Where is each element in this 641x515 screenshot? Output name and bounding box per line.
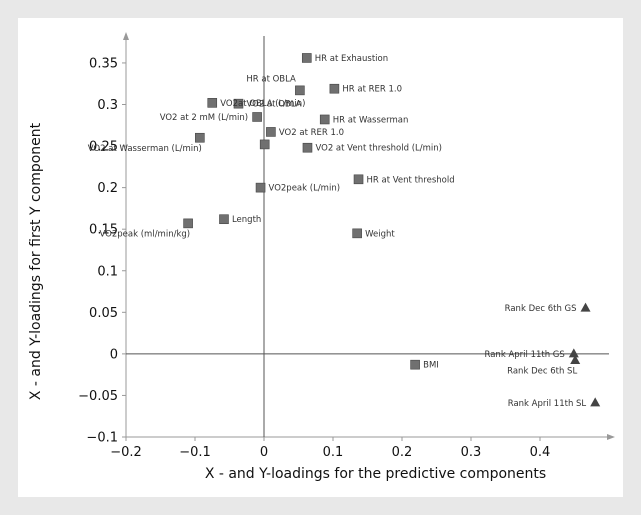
triangle-marker — [580, 302, 591, 312]
y-tick-label: −0.05 — [78, 389, 118, 404]
square-marker — [255, 182, 266, 193]
triangle-marker — [570, 355, 581, 365]
y-tick-label: 0.35 — [89, 56, 118, 71]
square-marker — [266, 127, 276, 137]
point-label: VO2 at RER 1.0 — [279, 128, 344, 138]
x-axis-arrow — [607, 434, 615, 440]
y-tick-label: 0.1 — [97, 264, 118, 279]
square-marker — [183, 218, 193, 229]
point-label: HR at Wasserman — [333, 115, 409, 125]
square-marker — [219, 214, 229, 225]
square-marker — [233, 98, 244, 109]
point-label: Rank Dec 6th GS — [505, 304, 577, 314]
point-label: Length — [232, 215, 261, 225]
y-tick-label: 0.15 — [89, 223, 118, 238]
triangle-marker — [590, 397, 601, 407]
chart-panel: −0.2 −0.1 0 0.1 0.2 0.3 0.4 −0.1 −0.05 0 0.05 0.1 0.… — [18, 18, 623, 497]
square-marker — [301, 53, 312, 63]
point-label: HR at OBLA — [246, 74, 296, 84]
square-marker — [353, 174, 364, 185]
point-label: VO2 at Vent threshold (L/min) — [315, 144, 442, 154]
triangle-marker — [568, 348, 579, 358]
y-tick-label: 0.05 — [89, 306, 118, 321]
point-label: VO2 at OBLA — [246, 100, 301, 110]
point-label: VO2 at 2 mM (L/min) — [160, 113, 248, 123]
square-marker — [295, 85, 305, 96]
point-label: Rank April 11th GS — [485, 350, 565, 360]
square-marker — [319, 114, 330, 125]
y-tick-label: 0 — [110, 347, 118, 362]
square-marker — [195, 132, 205, 143]
axes — [122, 32, 615, 441]
point-label: Rank April 11th SL — [508, 399, 587, 409]
point-label: VO2peak (ml/min/kg) — [100, 229, 191, 239]
x-axis-title: X - and Y-loadings for the predictive co… — [205, 466, 546, 482]
x-tick-label: −0.2 — [110, 445, 142, 460]
square-marker — [302, 142, 313, 153]
y-axis-title: X - and Y-loadings for first Y component — [28, 122, 44, 400]
point-label: Rank Dec 6th SL — [507, 367, 577, 377]
x-tick-label: 0.2 — [392, 445, 413, 460]
data-points — [183, 53, 601, 407]
point-label: BMI — [423, 361, 439, 371]
x-tick-label: −0.1 — [179, 445, 211, 460]
point-label: HR at Vent threshold — [367, 175, 455, 185]
square-marker — [410, 359, 420, 370]
scatter-chart: −0.2 −0.1 0 0.1 0.2 0.3 0.4−0.1−0.0500.050.10.… — [28, 32, 615, 482]
tick-labels: −0.2 −0.1 0 0.1 0.2 0.3 0.4−0.1−0.0500.050.10.… — [78, 56, 550, 460]
x-tick-label: 0.1 — [323, 445, 344, 460]
x-tick-label: 0.4 — [530, 445, 551, 460]
point-label: VO2 at Wasserman (L/min) — [88, 144, 202, 154]
square-marker — [352, 228, 362, 239]
square-marker — [207, 98, 218, 108]
point-label: VO2peak (L/min) — [269, 184, 340, 194]
point-label: Weight — [365, 229, 395, 239]
point-labels: HR at Exhaustion HR at OBLA HR at RER 1.0 V… — [88, 54, 587, 409]
y-tick-label: 0.3 — [97, 98, 118, 113]
square-marker — [252, 112, 262, 122]
y-tick-label: −0.1 — [86, 431, 118, 446]
y-tick-label: 0.25 — [89, 140, 118, 155]
point-label: HR at RER 1.0 — [342, 85, 402, 95]
square-marker — [259, 139, 270, 150]
y-tick-label: 0.2 — [97, 181, 118, 196]
y-axis-arrow — [123, 32, 129, 40]
point-label: VO2at OBLA (L/min) — [220, 99, 305, 109]
x-tick-label: 0.3 — [461, 445, 482, 460]
point-label: HR at Exhaustion — [315, 54, 388, 64]
square-marker — [329, 83, 340, 94]
x-tick-label: 0 — [260, 445, 268, 460]
